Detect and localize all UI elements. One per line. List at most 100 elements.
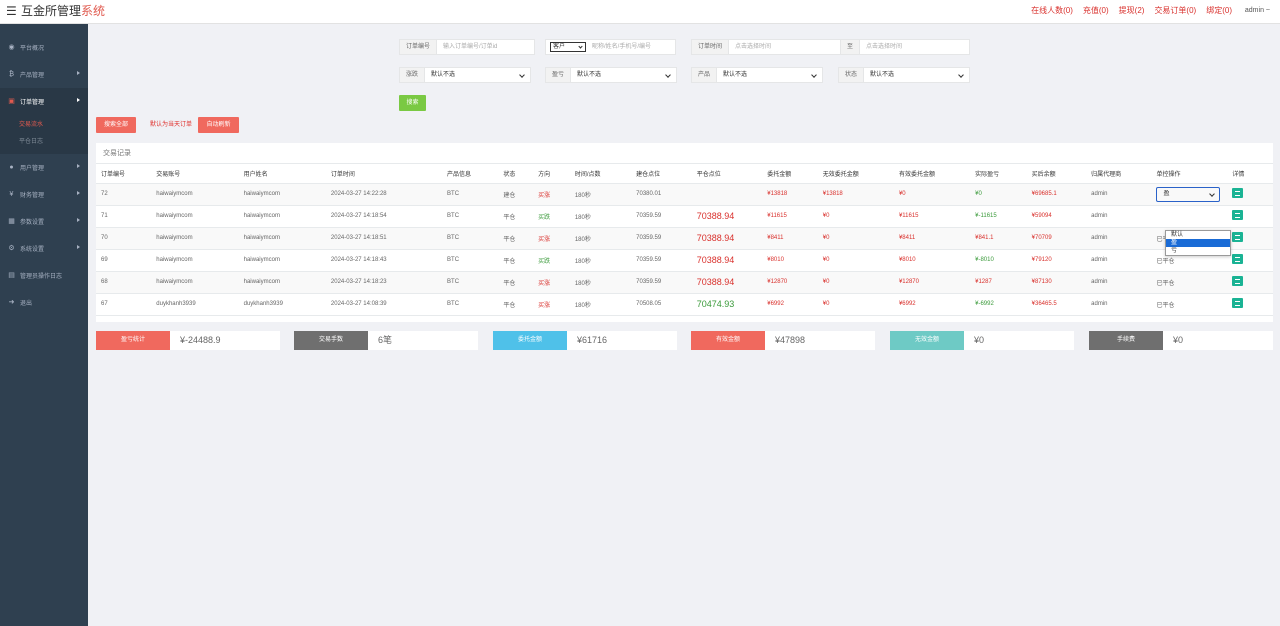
search-all-button[interactable]: 搜索全部: [96, 117, 136, 133]
cell-agent: admin: [1086, 249, 1152, 272]
brand-title: 互金所管理系统: [21, 4, 106, 18]
sidebar-item-finance[interactable]: ¥ 财务管理: [0, 181, 88, 208]
stat-box: 盈亏统计 ¥-24488.9: [96, 331, 280, 350]
cell-pnl: ¥-11615: [970, 205, 1027, 228]
sidebar-item-users[interactable]: ● 用户管理: [0, 154, 88, 181]
sidebar-item-params[interactable]: ▦ 参数设置: [0, 208, 88, 235]
cell-balance: ¥87130: [1026, 271, 1087, 294]
cell-agent: admin: [1086, 271, 1152, 294]
column-header: 实际盈亏: [970, 164, 1027, 184]
cell-amount: ¥11615: [762, 205, 818, 228]
cell-control: 已平仓: [1151, 293, 1228, 316]
cell-invalid: ¥0: [817, 249, 894, 272]
customer-input[interactable]: 昵称/姓名/手机号/编号: [592, 44, 652, 50]
recharge-link[interactable]: 充值(0): [1082, 6, 1109, 15]
cell-time: 2024-03-27 14:18:23: [325, 271, 443, 294]
detail-icon[interactable]: [1232, 210, 1244, 220]
cell-name: haiwaiymcom: [238, 227, 326, 250]
dropdown-option-default[interactable]: 默认: [1171, 232, 1184, 238]
cell-account: duykhanh3939: [151, 293, 239, 316]
status-select[interactable]: 默认不选: [864, 68, 969, 82]
cell-direction: 买涨: [533, 271, 570, 294]
cell-direction: 买跌: [533, 249, 570, 272]
panel-title: 交易记录: [96, 143, 1273, 164]
sidebar-item-admin-log[interactable]: ▤ 管理员操作日志: [8, 272, 63, 280]
cell-product: BTC: [442, 183, 499, 206]
order-icon: ▣: [8, 98, 15, 105]
dropdown-option-loss[interactable]: 亏: [1171, 248, 1178, 254]
cell-balance: ¥36465.5: [1026, 293, 1087, 316]
column-header: 产品信息: [442, 164, 499, 184]
bind-link[interactable]: 绑定(0): [1206, 6, 1232, 15]
sidebar-item-system[interactable]: ⚙ 系统设置: [0, 235, 88, 262]
search-button[interactable]: 搜索: [399, 95, 426, 111]
detail-icon[interactable]: [1232, 254, 1244, 264]
end-time-input[interactable]: 点击选择时间: [866, 44, 903, 50]
cell-pnl: ¥1287: [970, 271, 1027, 294]
start-time-input[interactable]: 点击选择时间: [735, 44, 772, 50]
cell-open: 70359.59: [631, 205, 692, 228]
cell-open: 70359.59: [631, 271, 692, 294]
control-select[interactable]: 盈: [1156, 186, 1221, 202]
detail-icon[interactable]: [1232, 188, 1244, 198]
cell-balance: ¥69685.1: [1026, 183, 1087, 206]
cell-name: haiwaiymcom: [238, 183, 326, 206]
cell-agent: admin: [1086, 227, 1152, 250]
cell-valid: ¥0: [893, 183, 971, 206]
dropdown-option-profit[interactable]: 盈: [1166, 239, 1230, 247]
sidebar-item-logout[interactable]: ➜ 退出: [8, 299, 33, 307]
detail-icon[interactable]: [1232, 298, 1244, 308]
cell-time: 2024-03-27 14:18:54: [325, 205, 443, 228]
direction-select[interactable]: 默认不选: [425, 68, 530, 82]
cell-control: [1151, 205, 1228, 228]
gears-icon: ⚙: [8, 245, 15, 252]
log-icon: ▤: [8, 272, 15, 279]
customer-type-select[interactable]: 客户: [550, 42, 586, 52]
sidebar-item-overview[interactable]: ◉ 平台概况: [8, 44, 45, 52]
cell-valid: ¥11615: [893, 205, 971, 228]
cell-valid: ¥12870: [893, 271, 971, 294]
status-filter: 状态 默认不选: [838, 67, 970, 83]
chevron-right-icon: [77, 245, 80, 249]
sidebar-item-products[interactable]: ₿ 产品管理: [0, 61, 88, 88]
settings-icon: ▦: [8, 218, 15, 225]
order-no-input[interactable]: 输入订单编号/订单id: [443, 44, 498, 50]
table-row: 71 haiwaiymcom haiwaiymcom 2024-03-27 14:18…: [96, 205, 1273, 228]
detail-icon[interactable]: [1232, 232, 1244, 242]
logout-icon: ➜: [8, 299, 15, 306]
default-today-tip: 默认为当天订单: [150, 122, 193, 128]
sidebar-subitem-close-log[interactable]: 平仓日志: [19, 139, 44, 145]
profit-select[interactable]: 默认不选: [571, 68, 676, 82]
cell-pnl: ¥-8010: [970, 249, 1027, 272]
table-row: 67 duykhanh3939 duykhanh3939 2024-03-27 14:…: [96, 293, 1273, 316]
cell-account: haiwaiymcom: [151, 183, 239, 206]
cell-id: 72: [96, 183, 152, 206]
cell-invalid: ¥0: [817, 271, 894, 294]
cell-pnl: ¥0: [970, 183, 1027, 206]
hamburger-icon[interactable]: ☰: [6, 4, 17, 18]
admin-menu[interactable]: admin ~: [1244, 7, 1270, 14]
withdraw-link[interactable]: 提现(2): [1118, 6, 1145, 15]
column-header: 交易账号: [151, 164, 239, 184]
cell-valid: ¥8010: [893, 249, 971, 272]
cell-id: 67: [96, 293, 152, 316]
cell-balance: ¥79120: [1026, 249, 1087, 272]
online-users-link[interactable]: 在线人数(0): [1031, 6, 1073, 15]
cell-account: haiwaiymcom: [151, 249, 239, 272]
auto-refresh-button[interactable]: 自动刷新: [198, 117, 239, 133]
stat-value: 6笔: [378, 335, 393, 345]
product-select[interactable]: 默认不选: [717, 68, 822, 82]
stat-label: 无效金额: [890, 331, 964, 350]
sidebar-subitem-trade-flow[interactable]: 交易流水: [19, 122, 44, 128]
cell-time: 2024-03-27 14:22:28: [325, 183, 443, 206]
sidebar-item-orders[interactable]: ▣ 订单管理: [0, 88, 88, 115]
detail-icon[interactable]: [1232, 276, 1244, 286]
trade-orders-link[interactable]: 交易订单(0): [1154, 6, 1197, 15]
cell-name: haiwaiymcom: [238, 205, 326, 228]
chevron-right-icon: [77, 164, 80, 168]
cell-period: 180秒: [569, 293, 632, 316]
cell-control: 已平仓: [1151, 271, 1228, 294]
cell-invalid: ¥0: [817, 227, 894, 250]
cell-amount: ¥13818: [762, 183, 818, 206]
column-header: 详情: [1227, 164, 1273, 184]
